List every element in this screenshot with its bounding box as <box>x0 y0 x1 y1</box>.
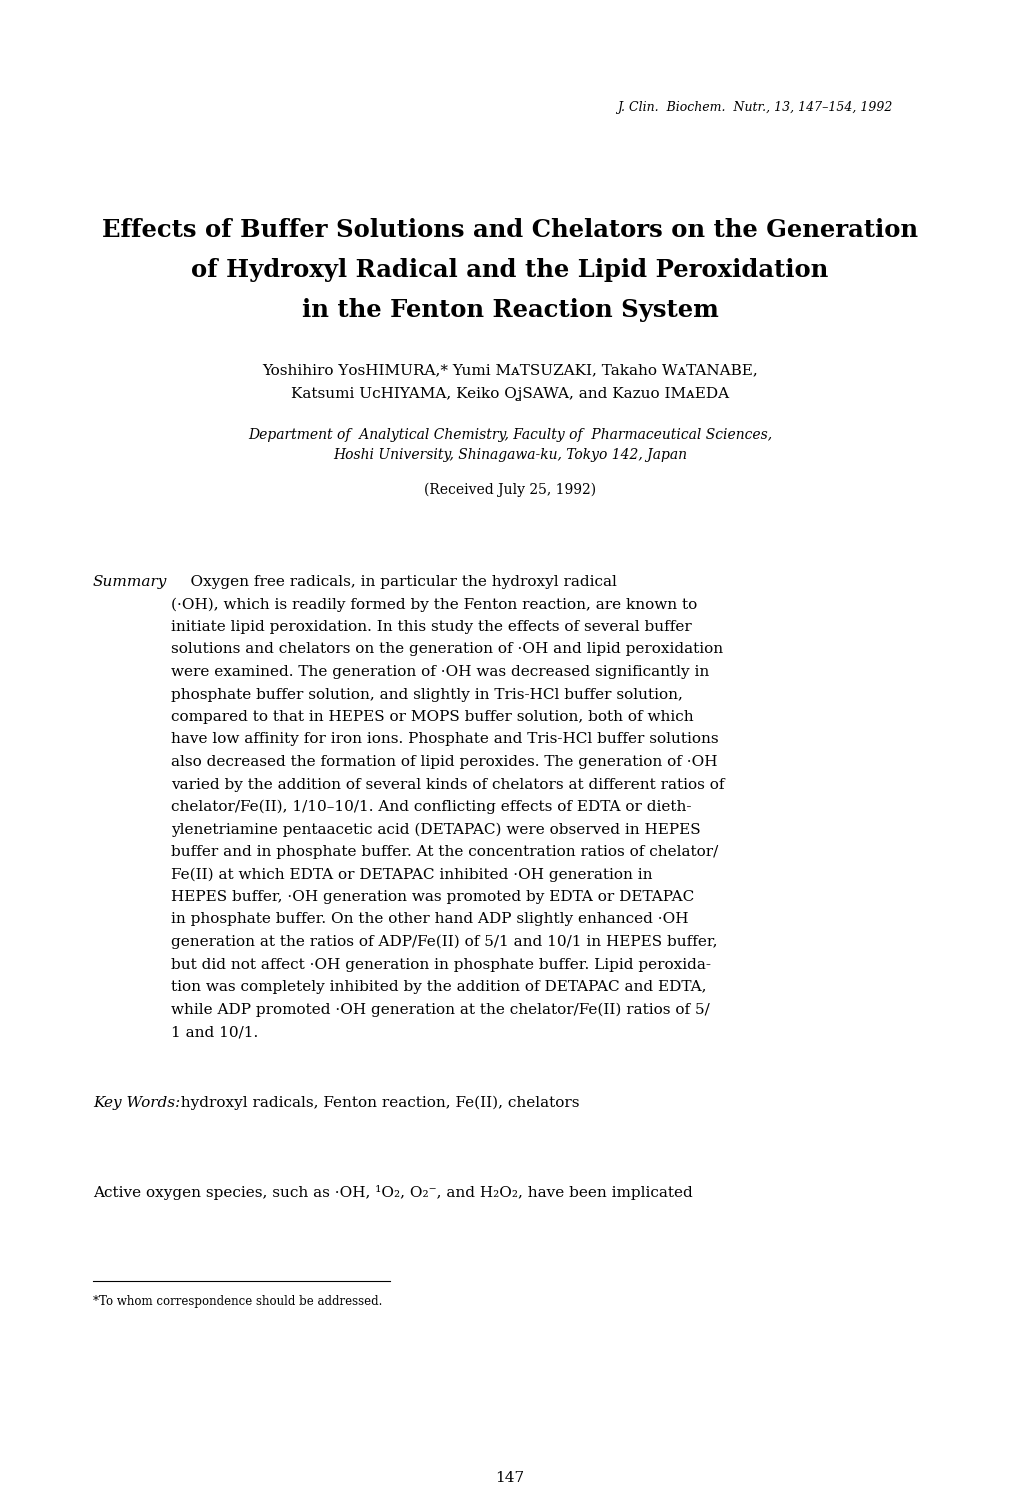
Text: Yoshihiro YᴏsHIMURA,* Yumi MᴀTSUZAKI, Takaho WᴀTANABE,: Yoshihiro YᴏsHIMURA,* Yumi MᴀTSUZAKI, Ta… <box>262 363 757 378</box>
Text: initiate lipid peroxidation. In this study the effects of several buffer: initiate lipid peroxidation. In this stu… <box>171 620 691 635</box>
Text: while ADP promoted ·OH generation at the chelator/Fe(II) ratios of 5/: while ADP promoted ·OH generation at the… <box>171 1002 709 1017</box>
Text: tion was completely inhibited by the addition of DETAPAC and EDTA,: tion was completely inhibited by the add… <box>171 981 706 994</box>
Text: chelator/Fe(II), 1/10–10/1. And conflicting effects of EDTA or dieth-: chelator/Fe(II), 1/10–10/1. And conflict… <box>171 799 691 814</box>
Text: J. Clin.  Biochem.  Nutr., 13, 147–154, 1992: J. Clin. Biochem. Nutr., 13, 147–154, 19… <box>616 101 892 115</box>
Text: hydroxyl radicals, Fenton reaction, Fe(II), chelators: hydroxyl radicals, Fenton reaction, Fe(I… <box>171 1095 579 1111</box>
Text: ylenetriamine pentaacetic acid (DETAPAC) were observed in HEPES: ylenetriamine pentaacetic acid (DETAPAC)… <box>171 822 700 837</box>
Text: *To whom correspondence should be addressed.: *To whom correspondence should be addres… <box>93 1295 382 1307</box>
Text: generation at the ratios of ADP/Fe(II) of 5/1 and 10/1 in HEPES buffer,: generation at the ratios of ADP/Fe(II) o… <box>171 935 716 949</box>
Text: 147: 147 <box>495 1472 524 1485</box>
Text: Hoshi University, Shinagawa-ku, Tokyo 142, Japan: Hoshi University, Shinagawa-ku, Tokyo 14… <box>332 447 687 462</box>
Text: Active oxygen species, such as ·OH, ¹O₂, O₂⁻, and H₂O₂, have been implicated: Active oxygen species, such as ·OH, ¹O₂,… <box>93 1186 692 1201</box>
Text: varied by the addition of several kinds of chelators at different ratios of: varied by the addition of several kinds … <box>171 778 723 792</box>
Text: Summary: Summary <box>93 576 167 589</box>
Text: Key Words:: Key Words: <box>93 1095 180 1109</box>
Text: Effects of Buffer Solutions and Chelators on the Generation: Effects of Buffer Solutions and Chelator… <box>102 218 917 242</box>
Text: Katsumi UᴄHIYAMA, Keiko OʝSAWA, and Kazuo IMᴀEDA: Katsumi UᴄHIYAMA, Keiko OʝSAWA, and Kazu… <box>290 387 729 400</box>
Text: compared to that in HEPES or MOPS buffer solution, both of which: compared to that in HEPES or MOPS buffer… <box>171 710 693 724</box>
Text: HEPES buffer, ·OH generation was promoted by EDTA or DETAPAC: HEPES buffer, ·OH generation was promote… <box>171 890 694 904</box>
Text: were examined. The generation of ·OH was decreased significantly in: were examined. The generation of ·OH was… <box>171 665 708 678</box>
Text: phosphate buffer solution, and slightly in Tris-HCl buffer solution,: phosphate buffer solution, and slightly … <box>171 688 682 701</box>
Text: in the Fenton Reaction System: in the Fenton Reaction System <box>302 298 717 322</box>
Text: of Hydroxyl Radical and the Lipid Peroxidation: of Hydroxyl Radical and the Lipid Peroxi… <box>192 258 827 283</box>
Text: Oxygen free radicals, in particular the hydroxyl radical: Oxygen free radicals, in particular the … <box>171 576 616 589</box>
Text: 1 and 10/1.: 1 and 10/1. <box>171 1024 258 1040</box>
Text: have low affinity for iron ions. Phosphate and Tris-HCl buffer solutions: have low affinity for iron ions. Phospha… <box>171 733 718 746</box>
Text: Department of  Analytical Chemistry, Faculty of  Pharmaceutical Sciences,: Department of Analytical Chemistry, Facu… <box>248 428 771 443</box>
Text: (Received July 25, 1992): (Received July 25, 1992) <box>424 484 595 497</box>
Text: solutions and chelators on the generation of ·OH and lipid peroxidation: solutions and chelators on the generatio… <box>171 642 722 656</box>
Text: also decreased the formation of lipid peroxides. The generation of ·OH: also decreased the formation of lipid pe… <box>171 756 716 769</box>
Text: buffer and in phosphate buffer. At the concentration ratios of chelator/: buffer and in phosphate buffer. At the c… <box>171 845 717 858</box>
Text: but did not affect ·OH generation in phosphate buffer. Lipid peroxida-: but did not affect ·OH generation in pho… <box>171 958 710 972</box>
Text: (·OH), which is readily formed by the Fenton reaction, are known to: (·OH), which is readily formed by the Fe… <box>171 597 697 612</box>
Text: Fe(II) at which EDTA or DETAPAC inhibited ·OH generation in: Fe(II) at which EDTA or DETAPAC inhibite… <box>171 867 652 882</box>
Text: in phosphate buffer. On the other hand ADP slightly enhanced ·OH: in phosphate buffer. On the other hand A… <box>171 913 688 926</box>
